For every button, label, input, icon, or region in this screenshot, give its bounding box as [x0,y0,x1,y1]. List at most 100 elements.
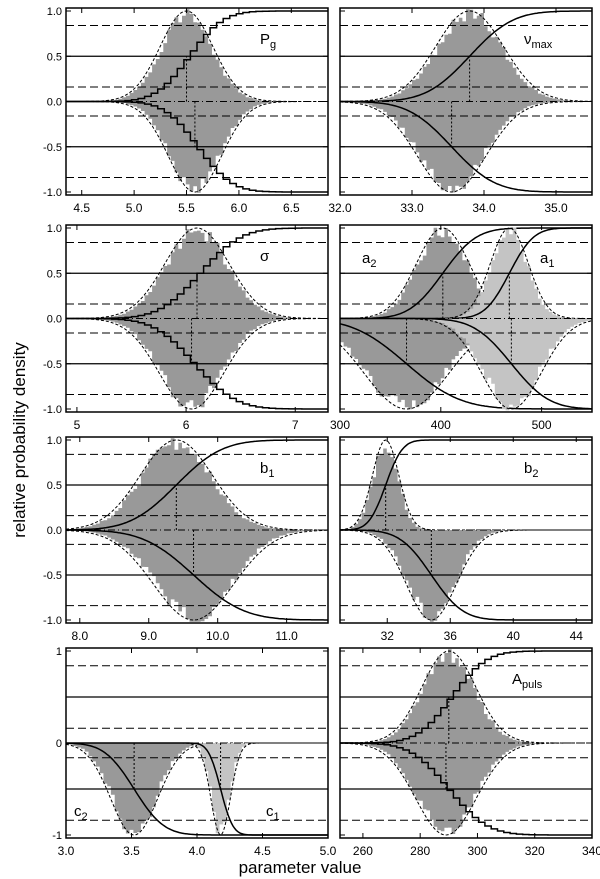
y-tick-label: 0.0 [47,314,62,326]
x-tick-label: 10.0 [206,629,230,643]
panel-label: b2 [524,460,538,480]
y-tick-label: 1.0 [47,6,62,18]
histogram-0 [365,649,535,743]
x-tick-label: 44 [570,629,584,643]
chart-panel-3: 300 400 500 a2 a1 [330,224,593,432]
gaussian-envelope-0 [65,439,328,531]
x-tick-label: 3.0 [58,844,75,858]
panel-label: Pg [260,31,276,51]
histogram-3 [419,318,592,411]
gaussian-envelope-1 [65,318,328,410]
y-tick-label: 0.5 [47,51,62,63]
panel-label: a2 [362,250,376,270]
chart-panel-1: 32.0 33.0 34.0 35.0 νmax [328,7,593,215]
chart-panel-6: 1 0 -1 3.0 3.5 4.0 4.5 5.0 c2 c1 [52,646,336,858]
y-tick-label: 1 [56,646,62,658]
cumulative-curve-0 [340,650,592,744]
y-tick-label: 1.0 [47,435,62,447]
x-tick-label: 6.0 [231,201,248,215]
y-tick-label: -1.0 [43,187,62,199]
cumulative-curve-2 [339,323,592,410]
x-tick-label: 7 [292,418,299,432]
x-tick-label: 11.0 [275,629,298,643]
x-tick-label: 6.5 [283,201,300,215]
x-tick-label: 5 [74,418,81,432]
gaussian-envelope-1 [65,529,328,621]
histogram-1 [189,743,250,834]
cumulative-curve-0 [340,439,592,531]
x-tick-label: 300 [330,418,350,432]
y-tick-label: 0.0 [47,97,62,109]
x-tick-label: 5.5 [178,201,195,215]
x-tick-label: 400 [431,418,451,432]
panel-label: c1 [266,803,280,823]
x-tick-label: 500 [532,418,552,432]
histogram-0 [103,9,272,102]
chart-panel-2: 1.0 0.5 0.0 -0.5 -1.0 5 6 7 σ [43,223,329,432]
x-axis-label: parameter value [238,858,362,877]
x-tick-label: 33.0 [400,201,424,215]
y-tick-label: -0.5 [43,359,62,371]
x-tick-label: 4.5 [73,201,90,215]
x-tick-label: 8.0 [71,629,88,643]
panel-label: νmax [524,31,553,51]
gaussian-envelope-0 [339,439,592,531]
chart-panel-0: 1.0 0.5 0.0 -0.5 -1.0 4.5 5.0 5.5 6.0 6.5 Pg [43,6,329,215]
chart-panel-7: 260 280 300 320 340 Apuls [339,647,600,858]
histogram-0 [66,438,291,530]
y-tick-label: -1 [52,830,62,842]
cumulative-curve-0 [66,439,328,531]
panel-label: b1 [260,460,274,480]
x-tick-label: 3.5 [123,844,140,858]
cumulative-curve-1 [340,529,592,621]
gaussian-envelope-0 [66,227,328,319]
x-tick-label: 4.5 [254,844,271,858]
x-tick-label: 32 [381,629,395,643]
x-tick-label: 320 [525,844,545,858]
y-tick-label: 0.5 [47,268,62,280]
x-tick-label: 32.0 [328,201,352,215]
gaussian-envelope-1 [66,742,328,836]
x-tick-label: 9.0 [140,629,157,643]
y-tick-label: 0.5 [47,480,62,492]
y-tick-label: -1.0 [43,404,62,416]
x-tick-label: 260 [353,844,373,858]
y-tick-label: 0 [56,738,62,750]
cumulative-curve-1 [340,742,592,836]
gaussian-envelope-0 [340,650,592,744]
x-tick-label: 36 [444,629,458,643]
x-tick-label: 40 [507,629,521,643]
y-tick-label: -0.5 [43,142,62,154]
y-tick-label: -0.5 [43,570,62,582]
cumulative-curve-1 [339,100,592,193]
y-tick-label: -1.0 [43,615,62,627]
x-tick-label: 340 [582,844,600,858]
histogram-0 [66,743,209,834]
panel-label: σ [260,248,270,265]
histogram-1 [66,530,321,622]
x-tick-label: 6 [183,418,190,432]
y-tick-label: 0.0 [47,525,62,537]
panel-label: a1 [540,250,554,270]
cumulative-curve-3 [340,317,592,410]
cumulative-curve-1 [66,317,328,410]
x-tick-label: 5.0 [126,201,143,215]
histogram-0 [343,448,427,530]
gaussian-envelope-0 [340,10,593,102]
x-tick-label: 300 [467,844,487,858]
panel-label: Apuls [512,671,543,691]
x-tick-label: 35.0 [544,201,568,215]
gaussian-envelope-1 [66,101,328,193]
chart-panel-5: 32 36 40 44 b2 [339,436,593,643]
x-tick-label: 4.0 [189,844,206,858]
y-tick-label: 1.0 [47,223,62,235]
x-tick-label: 5.0 [320,844,337,858]
cumulative-curve-1 [66,529,328,621]
x-tick-label: 34.0 [472,201,496,215]
gaussian-envelope-1 [339,101,592,193]
x-tick-label: 280 [410,844,430,858]
chart-panel-4: 1.0 0.5 0.0 -0.5 -1.0 8.0 9.0 10.0 11.0 b1 [43,435,329,643]
cumulative-curve-0 [340,227,592,320]
panel-label: c2 [74,803,88,823]
